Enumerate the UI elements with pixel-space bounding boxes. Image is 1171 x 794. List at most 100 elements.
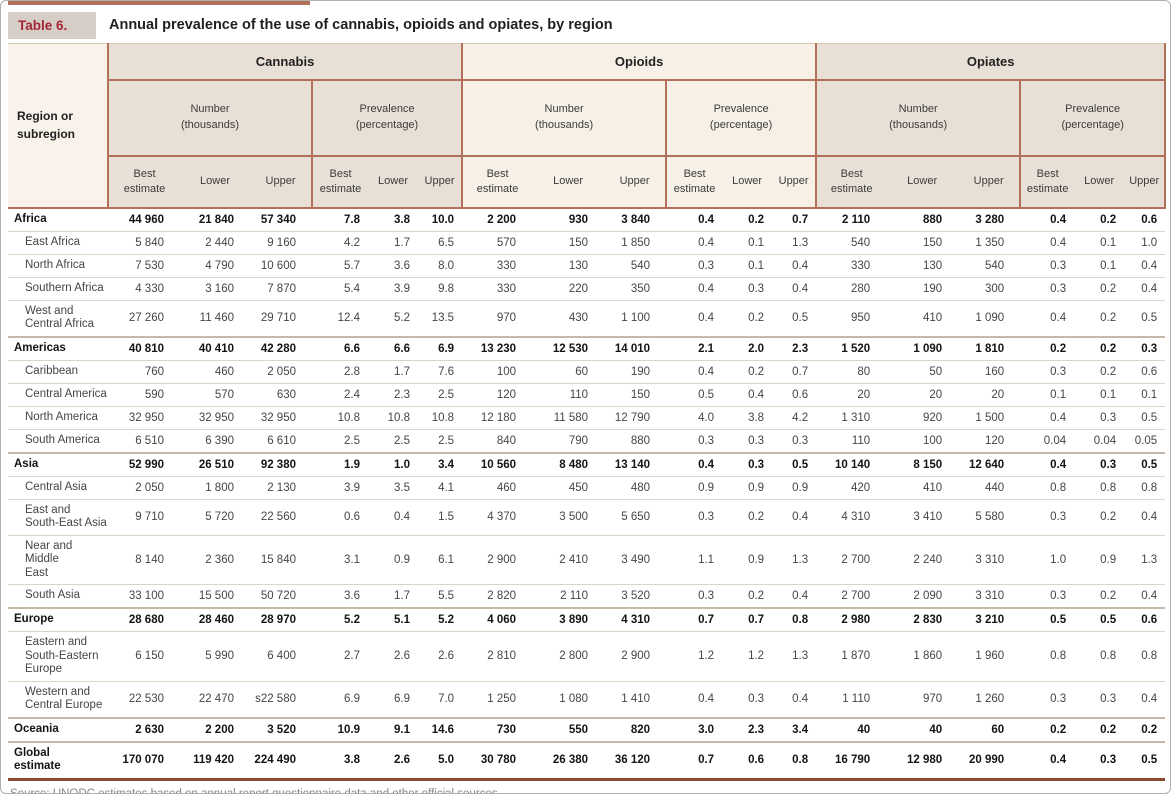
value-cell: 13 140 [604,451,667,476]
value-cell: 1 410 [604,680,667,718]
value-cell: 0.1 [1074,230,1125,254]
table-row: Global estimate 170 070 119 420 224 490 3.8 2… [8,740,1166,781]
table-body: Africa 44 960 21 840 57 340 7.8 3.8 10.0 2 200 9… [8,208,1166,781]
region-label: East and South-East Asia [8,498,108,535]
table-row: Central Asia 2 050 1 800 2 130 3.9 3.5 4.1 460 4… [8,475,1166,499]
value-cell: 880 [922,213,943,226]
value-cell: 120 [958,428,1021,453]
value-cell: 0.1 [1124,382,1166,406]
value-cell: 1.0 [1124,230,1166,254]
value-cell: 5.2 [418,607,463,632]
value-cell: 32 950 [108,405,180,429]
value-cell: 6.9 [312,680,368,718]
value-cell: 0.7 [666,607,723,632]
value-cell: 0.7 [792,213,809,226]
value-cell: 420 [816,475,887,499]
value-cell: 12 790 [604,405,667,429]
value-cell: 0.2 [1074,498,1125,535]
region-label: South America [8,428,108,453]
region-label: Eastern and South-Eastern Europe [8,631,108,681]
value-cell: 20 [886,382,959,406]
value-cell: 2.5 [418,382,463,406]
value-cell: 840 [462,428,533,453]
value-cell: 2 440 [180,230,250,254]
value-cell: 3.6 [312,584,368,608]
region-label: Africa [14,212,47,225]
table-row: Central America 590 570 630 2.4 2.3 2.5 120 110 1… [8,382,1166,406]
value-cell: 820 [604,716,667,742]
value-cell: 1.0 [1020,534,1075,585]
value-cell: 3 490 [604,534,667,585]
value-cell: 2.6 [418,631,463,681]
value-cell: 0.2 [722,299,773,337]
value-cell: 3 890 [532,607,605,632]
value-cell: 3 210 [958,607,1021,632]
value-cell: 0.3 [1074,451,1125,476]
value-cell: 28 680 [108,607,180,632]
group-header-opiates: Opiates [815,43,1167,81]
value-cell: 3.8 [722,405,773,429]
value-cell: 4.2 [312,230,368,254]
value-cell: 3 840 [621,213,651,226]
measure-header: Best estimate [107,155,180,209]
value-cell: 280 [816,276,887,300]
measure-header: Best estimate [1019,155,1075,209]
source-note: Source: UNODC estimates based on annual … [10,787,501,794]
value-cell: 970 [462,299,533,337]
region-label: Americas [8,335,108,360]
value-cell: 0.2 [1020,716,1075,742]
value-cell: 0.4 [772,680,817,718]
value-cell: 8 150 [886,451,959,476]
value-cell: 1 110 [816,680,887,718]
value-cell: 150 [532,230,605,254]
value-cell: 6.9 [418,335,463,360]
region-label: Asia [8,451,108,476]
value-cell: 1 500 [958,405,1021,429]
measure-header: Upper [418,155,463,209]
value-cell: 3 520 [604,584,667,608]
table-head: Region or subregion Cannabis Opioids Opiate… [8,43,1167,209]
prevalence-table: Region or subregion Cannabis Opioids Opiate… [8,43,1167,781]
region-label: South Asia [8,584,108,608]
value-cell: 0.3 [1074,680,1125,718]
value-cell: 460 [462,475,533,499]
table-row: West and Central Africa 27 260 11 460 29 71… [8,299,1166,337]
value-cell: 12 980 [886,740,959,781]
value-cell: 0.4 [666,299,723,337]
value-cell: 3.5 [368,475,418,499]
value-cell: 0.2 [1124,716,1166,742]
value-cell: 540 [958,253,1021,277]
value-cell: 4 310 [604,607,667,632]
value-cell: 1.5 [418,498,463,535]
value-cell: 44 960 [128,213,164,226]
value-cell: 0.8 [772,607,817,632]
region-label: Oceania [8,716,108,742]
region-label: Central America [8,382,108,406]
value-cell: 0.2 [1100,213,1117,226]
value-cell: 2 630 [108,716,180,742]
region-label: Southern Africa [8,276,108,300]
value-cell: 0.4 [772,253,817,277]
value-cell: 12.4 [312,299,368,337]
value-cell: 0.9 [1074,534,1125,585]
value-cell: 3.8 [312,740,368,781]
measure-header: Lower [368,155,418,209]
value-cell: 0.4 [1020,451,1075,476]
value-cell: 2.3 [368,382,418,406]
value-cell: 7.0 [418,680,463,718]
value-cell: 4 330 [108,276,180,300]
value-cell: 0.2 [722,359,773,383]
value-cell: 950 [816,299,887,337]
value-cell: 0.2 [748,213,765,226]
value-cell: 2 110 [532,584,605,608]
value-cell: 2.5 [418,428,463,453]
value-cell: 0.5 [1124,740,1166,781]
value-cell: 10.0 [431,213,455,226]
value-cell: 6.6 [368,335,418,360]
value-cell: 160 [958,359,1021,383]
measure-header: Lower [886,155,959,209]
value-cell: 0.3 [1020,276,1075,300]
measure-header: Upper [772,155,817,209]
value-cell: 330 [462,276,533,300]
